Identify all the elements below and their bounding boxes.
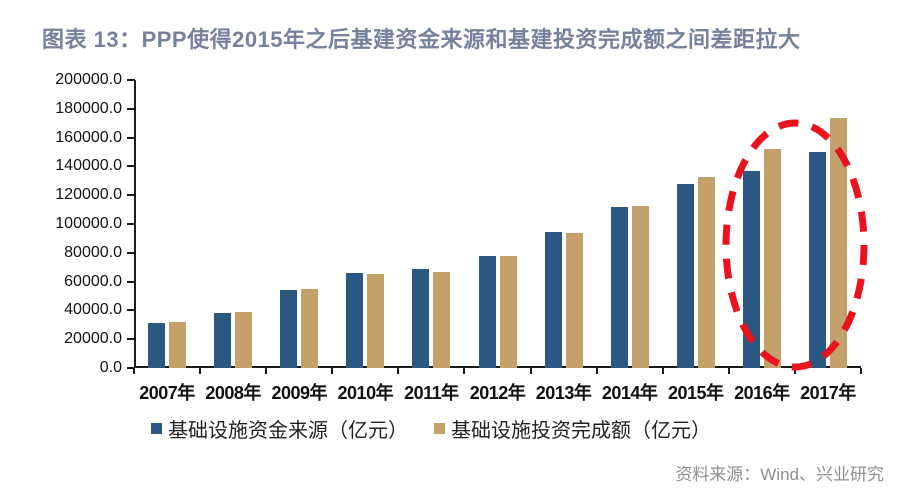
legend-label-completion: 基础设施投资完成额（亿元） [451, 418, 711, 442]
chart-title: 图表 13：PPP使得2015年之后基建资金来源和基建投资完成额之间差距拉大 [42, 27, 801, 52]
legend-swatch-completion [434, 423, 445, 434]
x-axis-tick [727, 368, 730, 374]
bar-funding [809, 152, 826, 368]
y-axis-tick [127, 309, 135, 312]
bar-completion [632, 206, 649, 368]
y-axis-tick [127, 194, 135, 197]
x-axis-label: 2010年 [337, 383, 394, 403]
y-axis-tick [127, 107, 135, 110]
x-axis-label: 2012年 [469, 383, 526, 403]
y-axis-tick [127, 367, 135, 369]
y-axis-label: 200000.0 [55, 71, 122, 88]
bar-funding [677, 184, 694, 368]
y-axis-tick [127, 338, 135, 341]
x-axis-label: 2009年 [271, 383, 327, 403]
y-axis-tick [127, 165, 135, 168]
x-axis-label: 2008年 [205, 383, 261, 403]
y-axis-tick [127, 223, 135, 225]
y-axis-tick [127, 136, 135, 139]
x-axis-tick [331, 368, 334, 374]
bar-funding [346, 273, 363, 368]
bar-funding [148, 323, 165, 368]
x-axis-label: 2014年 [601, 383, 658, 403]
x-axis-tick [529, 368, 532, 374]
y-axis-label: 100000.0 [55, 215, 122, 232]
bar-funding [743, 171, 760, 368]
bar-completion [500, 256, 517, 368]
x-axis-tick [133, 368, 135, 374]
bar-completion [235, 312, 252, 368]
legend-item-funding: 基础设施资金来源（亿元） [151, 414, 408, 443]
y-axis-label: 160000.0 [55, 128, 122, 146]
x-axis-tick [661, 368, 664, 374]
bar-completion [433, 272, 450, 368]
x-axis-label: 2016年 [734, 383, 790, 403]
y-axis-tick [127, 79, 135, 81]
x-axis-label: 2013年 [535, 383, 592, 403]
x-axis-tick [265, 368, 268, 374]
x-axis-label: 2011年 [404, 383, 459, 403]
bar-completion [698, 177, 715, 368]
x-axis-label: 2015年 [667, 383, 724, 403]
y-axis-label: 120000.0 [55, 186, 122, 204]
legend-swatch-funding [151, 423, 162, 434]
bar-completion [367, 274, 384, 368]
bar-funding [545, 232, 562, 368]
y-axis-label: 20000.0 [64, 330, 122, 348]
bar-funding [611, 207, 628, 368]
plot-area [134, 80, 861, 368]
bar-funding [280, 290, 297, 368]
y-axis-tick [127, 251, 135, 254]
x-axis-label: 2007年 [139, 383, 195, 403]
y-axis-label: 180000.0 [55, 99, 122, 117]
legend-item-completion: 基础设施投资完成额（亿元） [434, 414, 711, 443]
bar-completion [830, 118, 847, 368]
x-axis-tick [860, 368, 862, 374]
bar-completion [566, 233, 583, 368]
x-axis-tick [397, 368, 400, 374]
bar-funding [412, 269, 429, 368]
bar-completion [764, 149, 781, 368]
y-axis-label: 60000.0 [64, 272, 122, 290]
y-axis-tick [127, 280, 135, 283]
bar-completion [301, 289, 318, 368]
x-axis-label: 2017年 [800, 383, 856, 403]
x-axis-tick [793, 368, 796, 374]
source-note: 资料来源：Wind、兴业研究 [675, 465, 884, 484]
legend-label-funding: 基础设施资金来源（亿元） [168, 418, 408, 442]
x-axis-tick [199, 368, 202, 374]
legend: 基础设施资金来源（亿元） 基础设施投资完成额（亿元） [151, 414, 711, 443]
x-axis-tick [463, 368, 466, 374]
y-axis-label: 140000.0 [55, 157, 122, 175]
y-axis-label: 40000.0 [64, 301, 122, 319]
y-axis-label: 80000.0 [64, 243, 122, 261]
y-axis-label: 0.0 [99, 359, 122, 376]
bar-completion [169, 322, 186, 368]
bar-funding [214, 313, 231, 368]
x-axis-tick [595, 368, 598, 374]
bar-funding [479, 256, 496, 368]
